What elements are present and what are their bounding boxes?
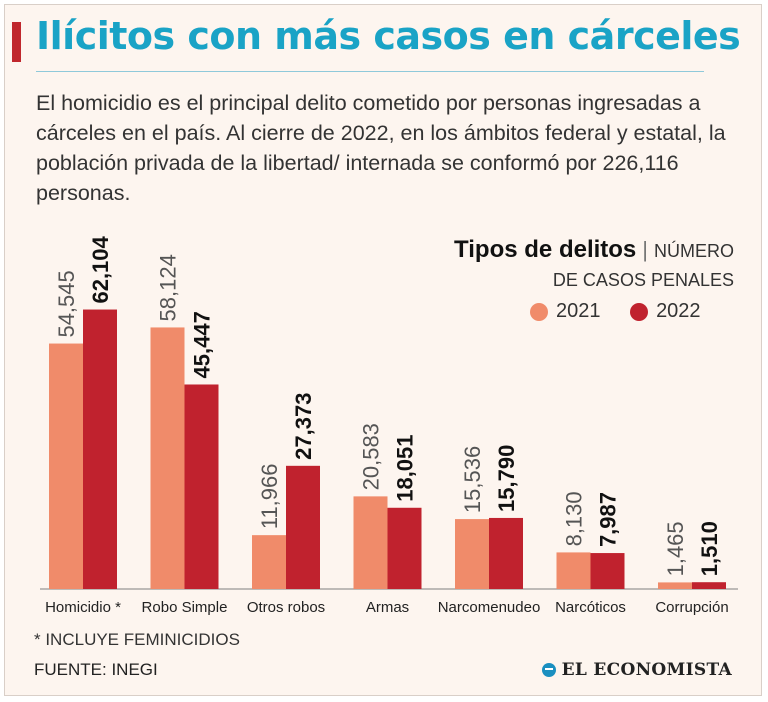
legend-item-2021: 2021 (530, 300, 601, 323)
legend-title: Tipos de delitos | NÚMERO (454, 236, 734, 264)
legend: 2021 2022 (530, 300, 701, 327)
value-label-robo-simple-2021: 58,124 (156, 254, 181, 321)
bar-narcomenudeo-2021 (455, 519, 489, 589)
value-label-corrupcion-2021: 1,465 (663, 521, 688, 576)
page-title: Ilícitos con más casos en cárceles (36, 14, 741, 58)
bar-otros-robos-2021 (252, 535, 286, 589)
legend-item-2022: 2022 (630, 300, 701, 323)
category-label-corrupcion: Corrupción (655, 599, 728, 616)
bar-narcoticos-2021 (556, 552, 591, 589)
value-label-otros-robos-2021: 11,966 (257, 463, 282, 529)
legend-label-2021: 2021 (556, 300, 601, 322)
brand-name: EL ECONOMISTA (561, 660, 732, 680)
bar-narcoticos-2022 (590, 553, 625, 589)
bar-narcomenudeo-2022 (489, 517, 523, 589)
value-label-armas-2022: 18,051 (393, 434, 418, 501)
value-label-narcoticos-2022: 7,987 (596, 492, 621, 547)
legend-subtitle-part2: DE CASOS PENALES (552, 270, 734, 290)
legend-separator: | (642, 237, 648, 262)
brand-logo: EL ECONOMISTA (541, 660, 732, 680)
bar-armas-2022 (387, 507, 422, 589)
bar-homicidio-2021 (49, 343, 83, 589)
value-label-narcomenudeo-2021: 15,536 (460, 446, 485, 513)
bar-corrupcion-2021 (658, 582, 692, 589)
footnote: * INCLUYE FEMINICIDIOS (34, 630, 240, 649)
bar-corrupcion-2022 (692, 582, 726, 589)
title-divider (36, 71, 704, 72)
value-label-otros-robos-2022: 27,373 (291, 393, 316, 460)
description-text: El homicidio es el principal delito come… (36, 91, 726, 205)
category-label-narcoticos: Narcóticos (555, 599, 626, 616)
category-label-otros-robos: Otros robos (247, 599, 325, 616)
source-note: FUENTE: INEGI (34, 660, 158, 679)
bar-robo-simple-2022 (184, 384, 219, 589)
legend-swatch-2022 (630, 302, 649, 321)
value-label-narcomenudeo-2022: 15,790 (494, 445, 519, 512)
legend-title-main: Tipos de delitos (454, 236, 637, 263)
value-label-homicidio-2022: 62,104 (88, 235, 113, 303)
category-label-narcomenudeo: Narcomenudeo (438, 599, 541, 616)
category-label-homicidio: Homicidio * (45, 599, 121, 616)
legend-swatch-2021 (530, 302, 548, 321)
category-label-robo-simple: Robo Simple (142, 599, 228, 616)
bar-homicidio-2022 (83, 309, 117, 589)
legend-label-2022: 2022 (656, 300, 701, 322)
category-label-armas: Armas (366, 599, 409, 616)
value-label-corrupcion-2022: 1,510 (697, 521, 722, 576)
value-label-robo-simple-2022: 45,447 (190, 311, 215, 378)
title-accent-bar (12, 22, 21, 62)
value-label-narcoticos-2021: 8,130 (562, 491, 587, 546)
bar-otros-robos-2022 (286, 465, 320, 589)
legend-subtitle-part1: NÚMERO (654, 241, 734, 261)
brand-globe-icon (541, 663, 556, 677)
value-label-armas-2021: 20,583 (359, 423, 384, 490)
bar-armas-2021 (353, 496, 388, 589)
value-label-homicidio-2021: 54,545 (54, 270, 79, 337)
bar-robo-simple-2021 (150, 327, 185, 589)
